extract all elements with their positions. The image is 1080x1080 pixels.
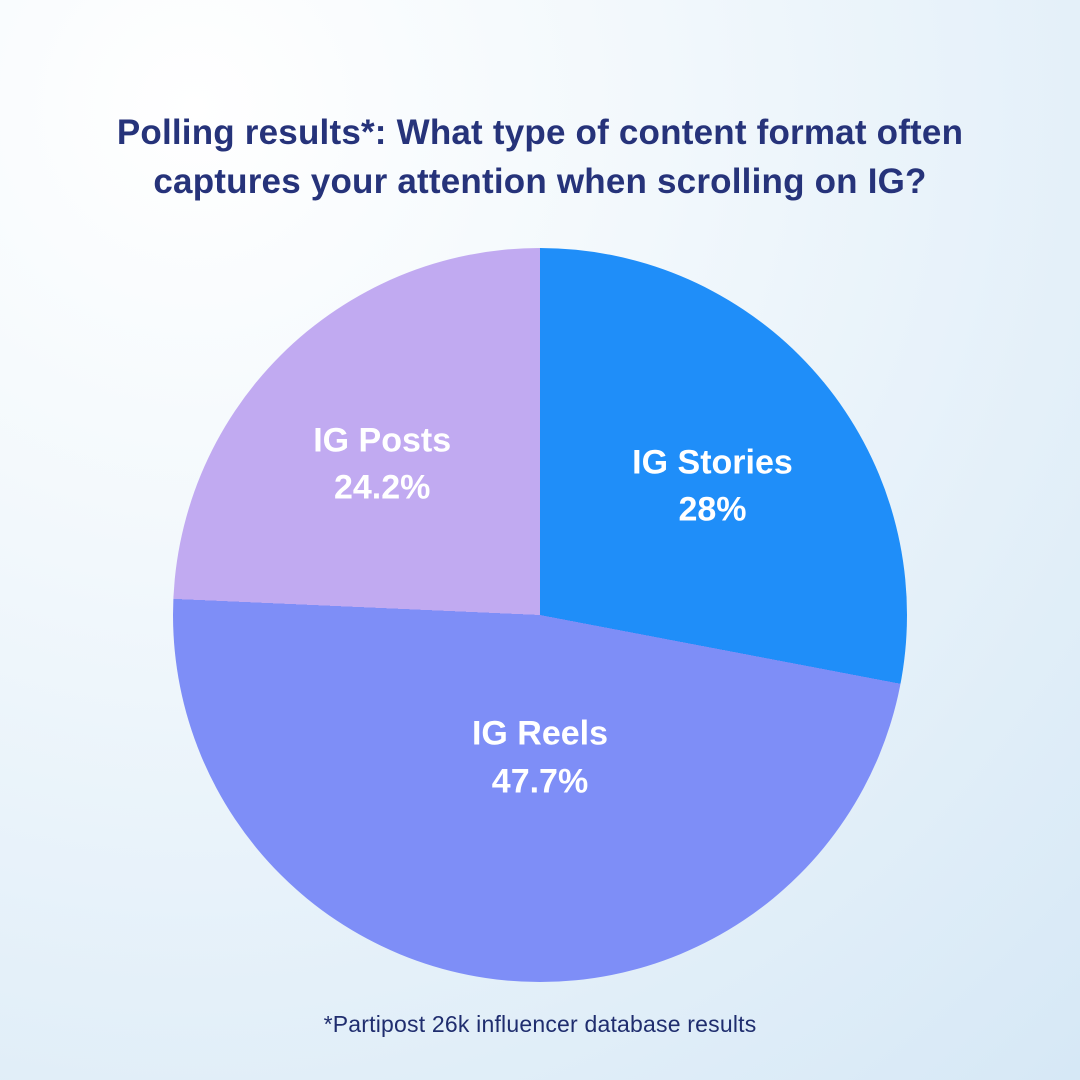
slice-label-ig-posts: IG Posts 24.2% (313, 417, 451, 512)
slice-value: 24.2% (333, 468, 431, 507)
footnote: *Partipost 26k influencer database resul… (323, 1011, 757, 1037)
slice-value: 47.7% (491, 762, 589, 801)
slice-label-ig-reels: IG Reels 47.7% (472, 711, 608, 806)
chart-title: Polling results*: What type of content f… (116, 113, 964, 201)
slice-name: IG Stories (632, 442, 793, 481)
slice-name: IG Reels (471, 714, 609, 753)
slice-name: IG Posts (313, 420, 452, 459)
slice-label-ig-stories: IG Stories 28% (632, 439, 793, 534)
pie-chart: IG Stories 28% IG Reels 47.7% IG Posts 2… (173, 248, 907, 982)
slice-value: 28% (678, 490, 747, 529)
